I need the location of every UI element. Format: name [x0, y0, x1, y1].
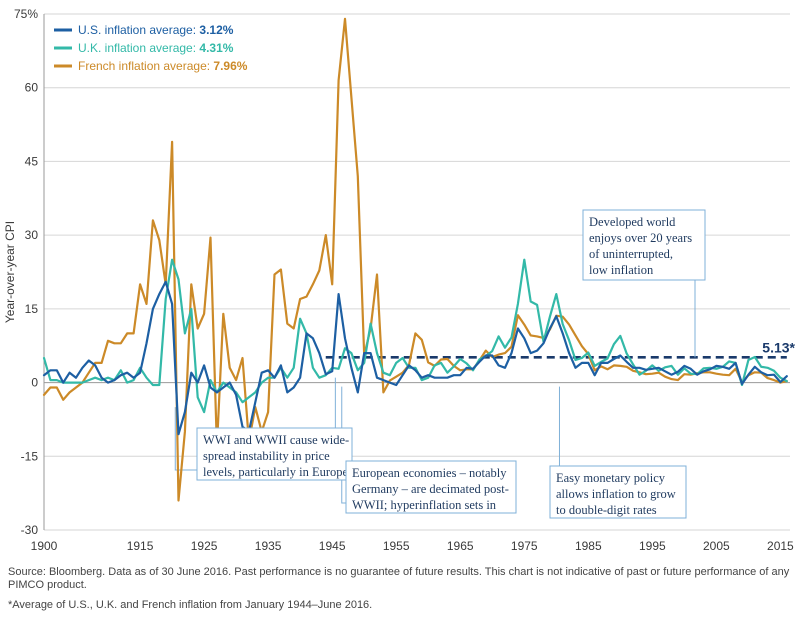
series-lines [42, 17, 788, 502]
annotation-text: Easy monetary policy [556, 471, 666, 485]
annotations: WWI and WWII cause wide-spread instabili… [196, 209, 706, 519]
source-line-1: Source: Bloomberg. Data as of 30 June 20… [8, 566, 790, 578]
y-tick-label: 30 [25, 228, 39, 242]
series-line-us [42, 280, 788, 436]
legend-label: U.K. inflation average: 4.31% [78, 41, 234, 55]
annotation-text: European economies – notably [352, 466, 507, 480]
annotation-text: Germany – are decimated post- [352, 482, 509, 496]
annotation-frame [549, 465, 687, 519]
legend-label: U.S. inflation average: 3.12% [78, 23, 234, 37]
annotation-text: Developed world [589, 215, 676, 229]
y-tick-label: 15 [25, 302, 39, 316]
annotation-box: WWI and WWII cause wide-spread instabili… [196, 427, 353, 481]
annotation-text: to double-digit rates [556, 503, 657, 517]
annotation-frame [582, 209, 706, 281]
footnote: *Average of U.S., U.K. and French inflat… [8, 599, 373, 611]
y-tick-label: 45 [25, 154, 39, 168]
series-line-france [42, 17, 788, 502]
annotation-box: Developed world enjoys over 20 years of un… [582, 209, 706, 281]
x-tick-label: 1985 [575, 539, 602, 553]
x-tick-label: 1955 [383, 539, 410, 553]
annotation-pointer [174, 407, 197, 471]
x-tick-label: 2015 [767, 539, 794, 553]
axes: 75% 60 45 30 15 0 -15 -30 1900 1915 1925 1935 1945 19… [3, 7, 794, 553]
annotation-text: of uninterrupted, [589, 247, 673, 261]
annotation-frame [345, 460, 517, 514]
y-tick-label: 60 [25, 81, 39, 95]
y-tick-label: -15 [21, 449, 39, 463]
annotation-pointer [341, 386, 346, 504]
reference-line-group: 5.13* [325, 339, 796, 359]
annotation-text: levels, particularly in Europe [203, 465, 349, 479]
legend-label: French inflation average: 7.96% [78, 59, 248, 73]
source-note: Source: Bloomberg. Data as of 30 June 20… [8, 566, 789, 592]
annotation-text: WWII; hyperinflation sets in [352, 498, 497, 512]
legend: U.S. inflation average: 3.12% U.K. inflat… [54, 23, 248, 73]
x-tick-label: 1995 [639, 539, 666, 553]
y-axis-label: Year-over-year CPI [3, 221, 17, 323]
annotation-text: spread instability in price [203, 449, 330, 463]
annotation-text: low inflation [589, 263, 654, 277]
y-tick-label: 75% [14, 7, 38, 21]
x-tick-label: 1915 [127, 539, 154, 553]
annotation-text: WWI and WWII cause wide- [203, 433, 349, 447]
x-tick-label: 2005 [703, 539, 730, 553]
x-tick-label: 1925 [191, 539, 218, 553]
x-tick-label: 1900 [31, 539, 58, 553]
inflation-chart: 75% 60 45 30 15 0 -15 -30 1900 1915 1925 1935 1945 19… [3, 7, 796, 553]
annotation-text: allows inflation to grow [556, 487, 676, 501]
annotation-box: Easy monetary policy allows inflation to … [549, 465, 687, 519]
y-tick-label: -30 [21, 523, 39, 537]
y-tick-label: 0 [31, 376, 38, 390]
annotation-box: European economies – notably Germany – ar… [345, 460, 517, 514]
annotation-frame [196, 427, 353, 481]
reference-line-label: 5.13* [762, 339, 795, 355]
x-tick-label: 1975 [511, 539, 538, 553]
x-tick-label: 1965 [447, 539, 474, 553]
source-line-2: PIMCO product. [8, 579, 87, 591]
x-tick-label: 1935 [255, 539, 282, 553]
x-tick-label: 1945 [319, 539, 346, 553]
annotation-text: enjoys over 20 years [589, 231, 692, 245]
